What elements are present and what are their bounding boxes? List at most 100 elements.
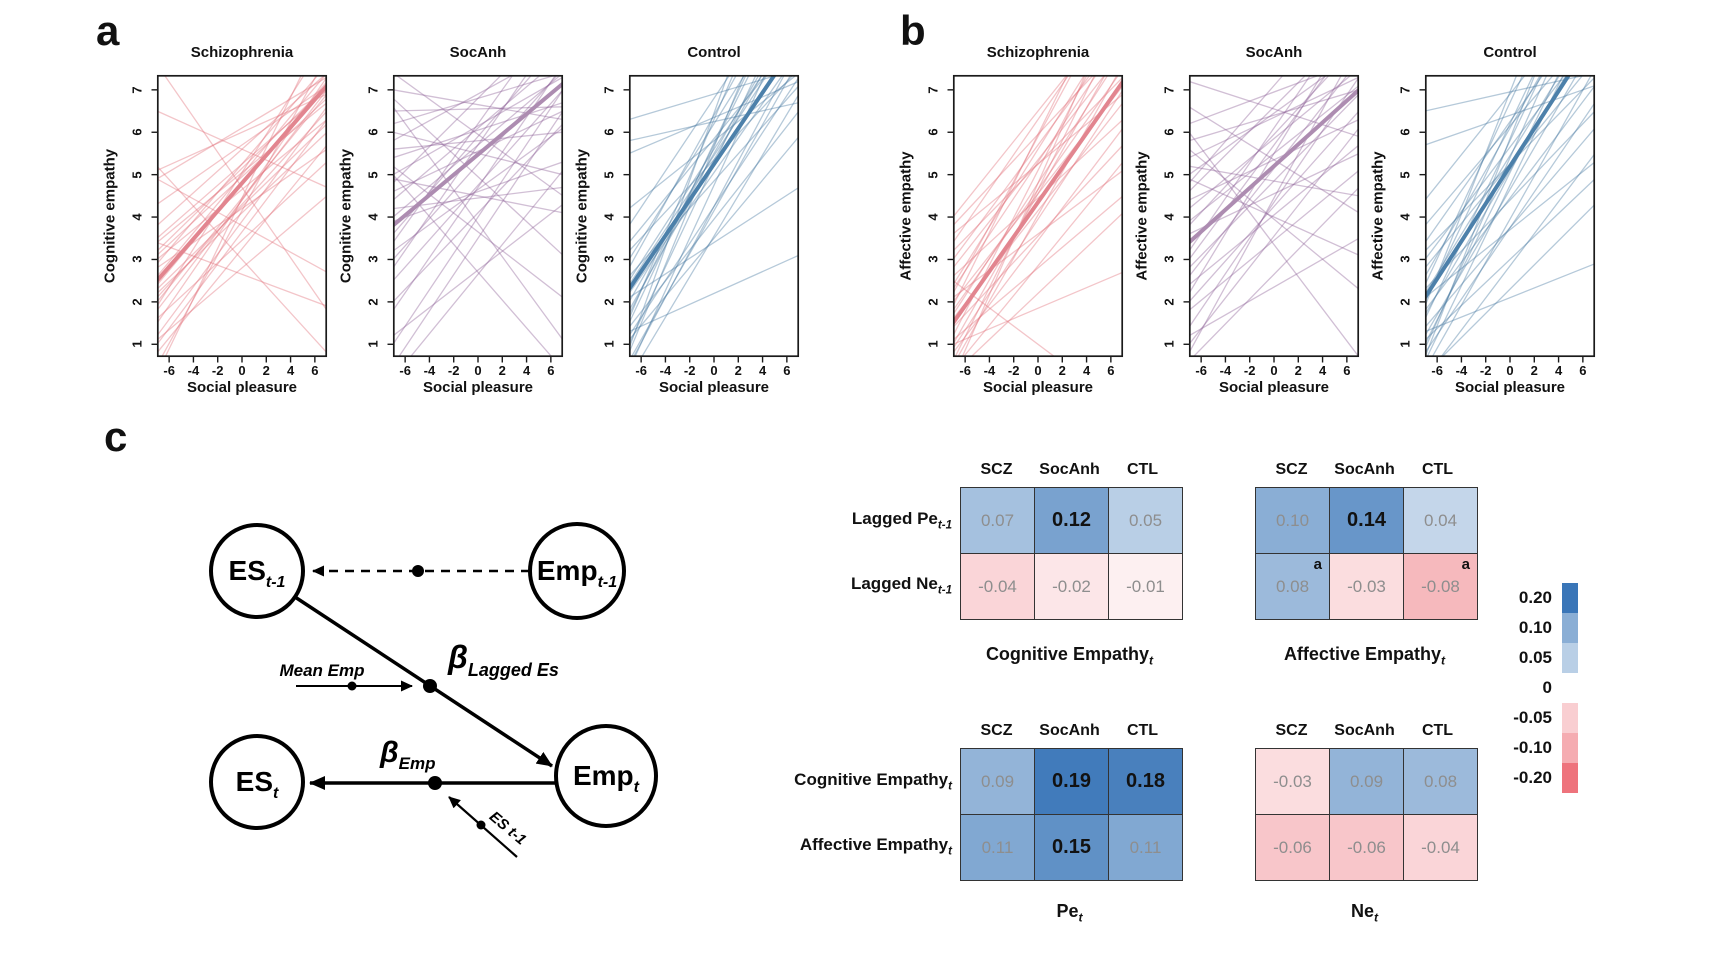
- y-tick-label: 5: [925, 171, 941, 179]
- column-header: CTL: [1126, 461, 1159, 478]
- heatmap-cell: 0.05: [1109, 488, 1182, 553]
- regression-lines: [157, 75, 327, 357]
- x-tick-label: 0: [1270, 363, 1278, 378]
- edge-dot: [428, 776, 442, 790]
- x-tick-label: -4: [1455, 363, 1468, 378]
- column-header: SocAnh: [1039, 461, 1100, 478]
- y-tick-label: 4: [1397, 213, 1413, 221]
- cell-value: 0.14: [1347, 509, 1386, 531]
- individual-line: [1425, 102, 1595, 354]
- heatmap-grid: 0.07 0.12 0.05 -0.04 -0.02 -0.01: [960, 487, 1183, 620]
- individual-line: [629, 75, 746, 260]
- y-tick-label: 6: [129, 128, 145, 136]
- y-tick-label: 4: [601, 213, 617, 221]
- cell-value: -0.08: [1421, 576, 1460, 596]
- x-tick-label: -4: [659, 363, 672, 378]
- individual-line: [163, 75, 327, 311]
- heatmap-cell: 0.14: [1330, 488, 1403, 553]
- plot-area: [387, 74, 564, 363]
- individual-line: [393, 89, 563, 345]
- individual-line: [1189, 75, 1307, 193]
- individual-line: [630, 75, 792, 357]
- individual-line: [1425, 110, 1595, 290]
- individual-line: [393, 203, 563, 337]
- individual-line: [393, 75, 559, 260]
- individual-line: [953, 280, 1057, 357]
- individual-line: [953, 195, 1123, 341]
- row-label: Lagged Net-1: [850, 573, 952, 596]
- y-tick-label: 6: [1161, 128, 1177, 136]
- individual-line: [1425, 85, 1595, 311]
- y-tick-label: 2: [601, 298, 617, 306]
- individual-line: [157, 85, 327, 205]
- individual-line: [1189, 75, 1328, 176]
- plot-title: SocAnh: [449, 44, 507, 61]
- individual-line: [1425, 75, 1536, 357]
- cell-value: -0.01: [1126, 576, 1165, 596]
- cell-value: 0.09: [980, 771, 1015, 791]
- individual-line: [1425, 75, 1518, 307]
- node-label-emp-lagged: Empt-1: [537, 555, 617, 591]
- y-axis-label: Affective empathy: [897, 151, 915, 281]
- x-tick-label: 6: [547, 363, 555, 378]
- y-tick-label: 2: [925, 298, 941, 306]
- individual-line: [157, 165, 327, 354]
- moderator-label-mean-emp: Mean Emp: [279, 661, 364, 680]
- individual-line: [1189, 131, 1359, 357]
- y-tick-label: 1: [129, 340, 145, 348]
- heatmap-cell: 0.18: [1109, 749, 1182, 814]
- heatmap-cell: -0.04: [961, 554, 1034, 619]
- y-axis-label: Cognitive empathy: [573, 148, 591, 284]
- row-label: Affective Empathyt: [799, 834, 952, 857]
- x-tick-label: 4: [758, 363, 767, 378]
- node-es-lagged: [209, 523, 305, 619]
- individual-line: [157, 93, 327, 303]
- cell-value: 0.12: [1052, 509, 1091, 531]
- x-tick-label: -4: [1219, 363, 1232, 378]
- y-tick-label: 4: [129, 213, 145, 221]
- plot-frame: [392, 74, 564, 358]
- node-label-es-lagged: ESt-1: [229, 555, 286, 591]
- individual-line: [1192, 186, 1359, 357]
- individual-line: [629, 75, 763, 311]
- y-tick-label: 7: [1397, 86, 1413, 94]
- individual-line: [953, 89, 1123, 349]
- x-tick-label: 4: [1318, 363, 1327, 378]
- x-tick-label: 0: [474, 363, 482, 378]
- individual-line: [1189, 237, 1359, 337]
- individual-line: [953, 75, 1069, 307]
- column-header: CTL: [1421, 461, 1454, 478]
- legend-swatch: [1562, 763, 1578, 793]
- individual-line: [393, 178, 563, 214]
- edge-dot: [412, 565, 424, 577]
- column-header: SCZ: [980, 722, 1013, 739]
- x-tick-label: 6: [1107, 363, 1115, 378]
- cell-value: 0.07: [980, 510, 1015, 530]
- individual-line: [1425, 75, 1578, 337]
- individual-line: [1425, 75, 1548, 349]
- individual-line: [629, 75, 747, 324]
- heatmap-cell: 0.08 a: [1256, 554, 1329, 619]
- individual-line: [629, 110, 799, 328]
- individual-line: [160, 75, 318, 357]
- y-tick-label: 3: [925, 255, 941, 264]
- node-label-emp-current: Empt: [573, 760, 640, 796]
- panel-label-b: b: [900, 7, 926, 54]
- cell-value: 0.09: [1349, 771, 1384, 791]
- individual-line: [393, 75, 528, 269]
- cell-value: 0.19: [1052, 770, 1091, 792]
- individual-line: [629, 75, 763, 282]
- individual-line: [1431, 75, 1593, 357]
- individual-line: [393, 174, 553, 357]
- x-tick-label: -4: [187, 363, 200, 378]
- x-tick-label: 2: [1058, 363, 1066, 378]
- y-tick-label: 3: [129, 255, 145, 264]
- y-tick-label: 2: [1397, 298, 1413, 306]
- plot-title: Schizophrenia: [190, 44, 294, 61]
- x-tick-label: 4: [1554, 363, 1563, 378]
- x-tick-label: 6: [1343, 363, 1351, 378]
- x-tick-label: -2: [211, 363, 224, 378]
- plot-area: [1419, 74, 1596, 363]
- y-tick-label: 7: [129, 86, 145, 94]
- edge-lagged-es: [294, 595, 553, 768]
